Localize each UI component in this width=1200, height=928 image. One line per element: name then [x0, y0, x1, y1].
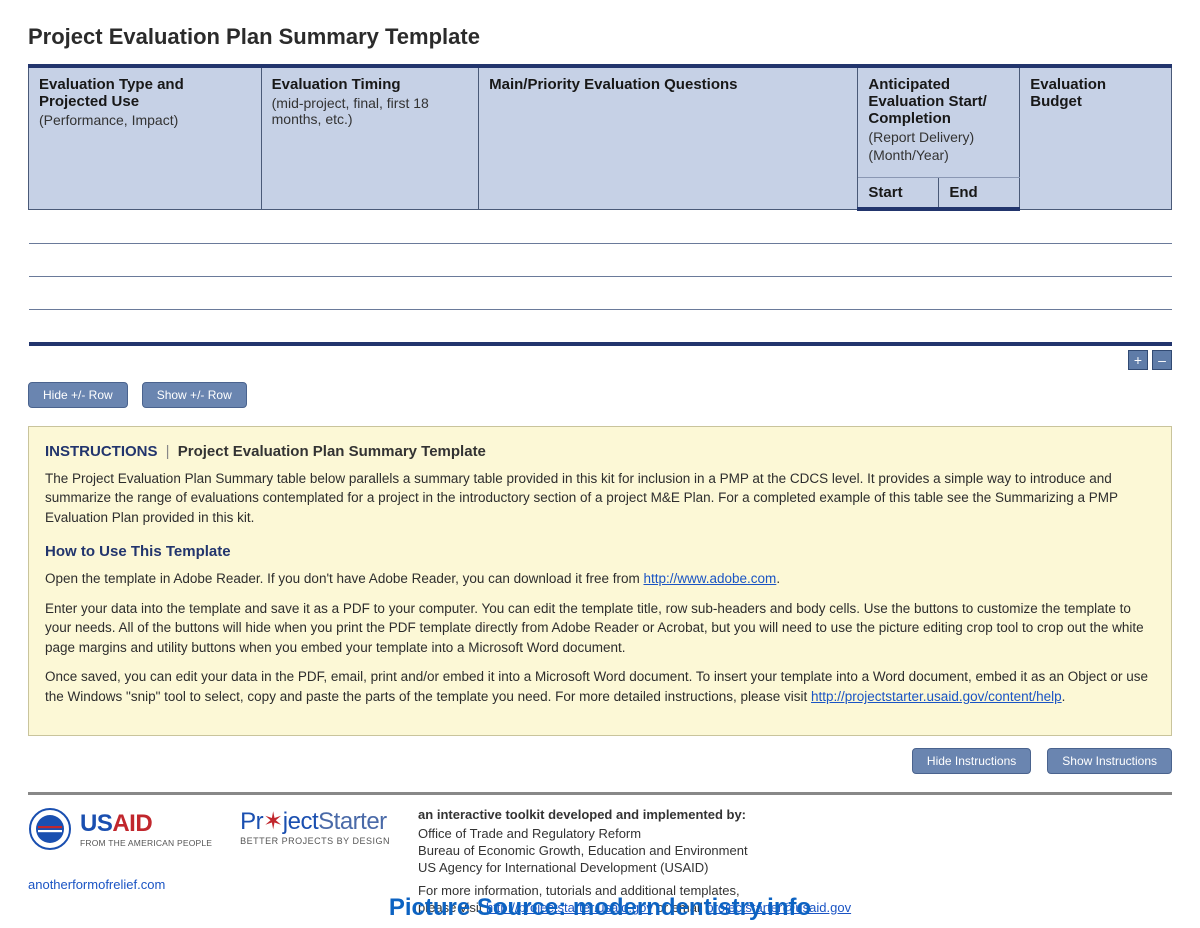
hide-instructions-button[interactable]: Hide Instructions	[912, 748, 1031, 774]
instructions-paragraph: The Project Evaluation Plan Summary tabl…	[45, 469, 1155, 528]
usaid-logo: USAID FROM THE AMERICAN PEOPLE	[28, 807, 212, 851]
remove-row-button[interactable]: –	[1152, 350, 1172, 370]
projectstarter-logo: Pr✶jectStarter BETTER PROJECTS BY DESIGN	[240, 807, 390, 846]
header-start: Start	[858, 178, 939, 210]
evaluation-plan-table: Evaluation Type and Projected Use (Perfo…	[28, 64, 1172, 346]
header-end: End	[939, 178, 1020, 210]
table-row[interactable]	[29, 244, 1172, 277]
instructions-label: INSTRUCTIONS	[45, 443, 158, 460]
usaid-seal-icon	[28, 807, 72, 851]
source-line: Picture Source: moderndentistry.info	[0, 894, 1200, 922]
page-title: Project Evaluation Plan Summary Template	[28, 24, 1172, 50]
header-evaluation-questions: Main/Priority Evaluation Questions	[479, 66, 858, 209]
show-row-button[interactable]: Show +/- Row	[142, 382, 247, 408]
header-evaluation-budget: Evaluation Budget	[1020, 66, 1172, 209]
table-body	[29, 209, 1172, 344]
help-link[interactable]: http://projectstarter.usaid.gov/content/…	[811, 689, 1062, 704]
hide-row-button[interactable]: Hide +/- Row	[28, 382, 128, 408]
show-instructions-button[interactable]: Show Instructions	[1047, 748, 1172, 774]
header-anticipated-start-completion: Anticipated Evaluation Start/ Completion…	[858, 66, 1020, 178]
header-evaluation-type: Evaluation Type and Projected Use (Perfo…	[29, 66, 262, 209]
table-row[interactable]	[29, 310, 1172, 345]
add-row-button[interactable]: +	[1128, 350, 1148, 370]
header-evaluation-timing: Evaluation Timing (mid-project, final, f…	[261, 66, 478, 209]
adobe-link[interactable]: http://www.adobe.com	[643, 571, 776, 586]
instructions-title: Project Evaluation Plan Summary Template	[178, 443, 486, 460]
instructions-paragraph: Enter your data into the template and sa…	[45, 599, 1155, 658]
watermark: anotherformofrelief.com	[28, 877, 165, 892]
instructions-panel: INSTRUCTIONS | Project Evaluation Plan S…	[28, 426, 1172, 736]
howto-label: How to Use This Template	[45, 541, 1155, 563]
instructions-paragraph: Once saved, you can edit your data in th…	[45, 667, 1155, 706]
table-row[interactable]	[29, 277, 1172, 310]
instructions-paragraph: Open the template in Adobe Reader. If yo…	[45, 569, 1155, 589]
table-row[interactable]	[29, 209, 1172, 244]
